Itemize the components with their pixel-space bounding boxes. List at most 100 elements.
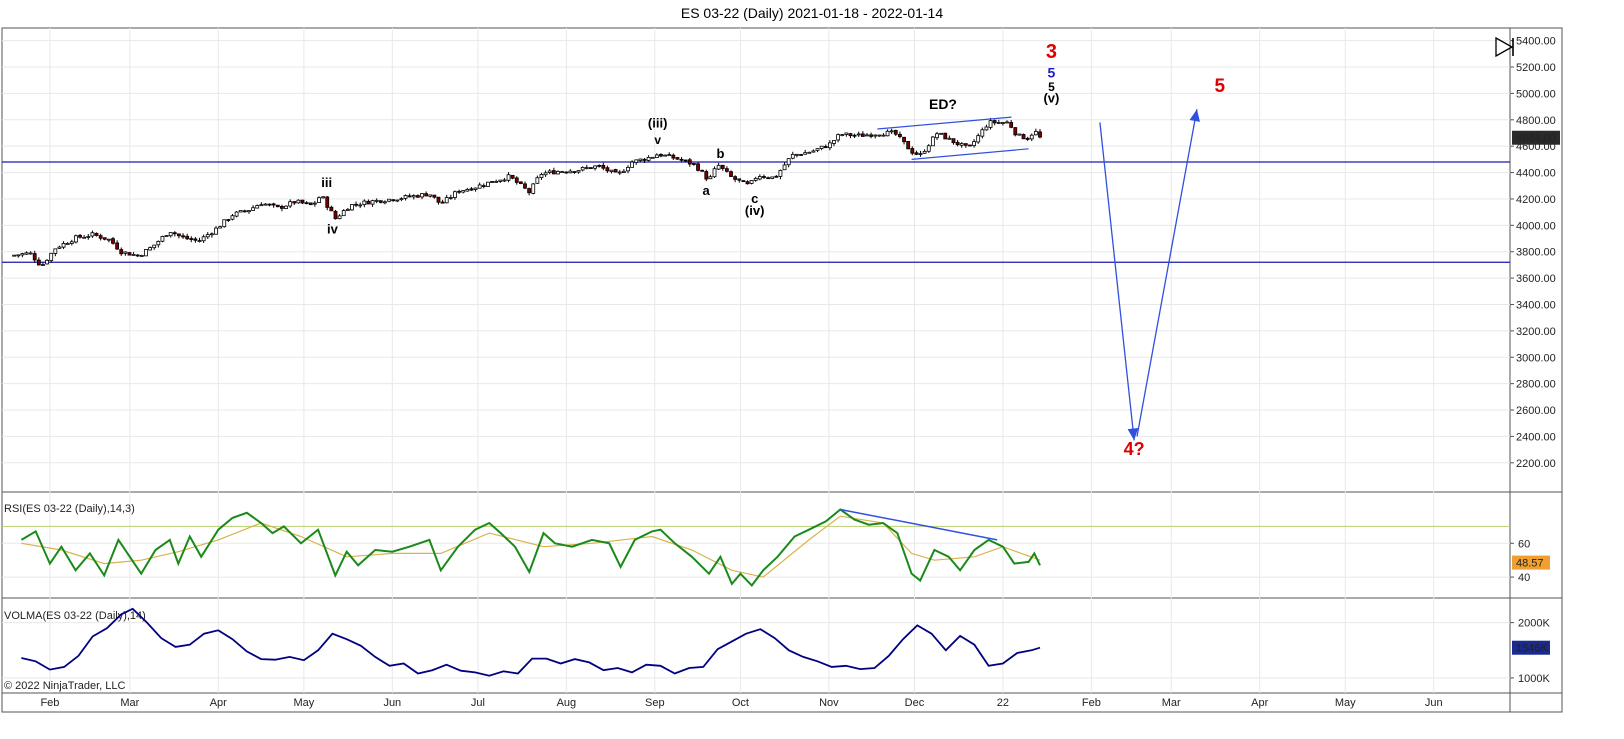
candle-body (201, 236, 206, 242)
price-tick-label: 5400.00 (1516, 36, 1556, 48)
candle-body (568, 170, 573, 174)
candle-body (593, 165, 597, 169)
candle-body (642, 158, 647, 161)
candle-body (436, 196, 441, 203)
candle-body (350, 204, 354, 211)
candle-body (996, 122, 1001, 124)
ending-diagonal-line[interactable] (911, 148, 1029, 160)
price-tick-label: 3800.00 (1516, 247, 1556, 259)
candle-body (560, 171, 564, 173)
candle-body (757, 176, 762, 180)
projection-arrow-line[interactable] (1136, 109, 1198, 437)
candle-body (218, 226, 223, 229)
candle-body (572, 171, 577, 173)
candle-body (700, 169, 705, 172)
candle-body (778, 169, 783, 177)
candle-body (205, 234, 210, 238)
candle-body (856, 133, 861, 136)
price-tick-label: 5200.00 (1516, 62, 1556, 74)
candle-body (304, 202, 309, 205)
candle-body (168, 232, 173, 237)
candle-body (193, 238, 198, 241)
candle-body (172, 232, 177, 235)
price-tick-label: 3400.00 (1516, 299, 1556, 311)
candle-body (601, 164, 606, 169)
copyright-text: © 2022 NinjaTrader, LLC (4, 680, 125, 692)
last-price-box (1512, 130, 1560, 145)
candle-body (968, 144, 972, 147)
candle-body (753, 177, 758, 181)
candle-body (720, 164, 725, 169)
candle-body (461, 190, 466, 193)
candle-body (115, 242, 120, 250)
x-tick-label: Mar (1162, 697, 1181, 709)
rsi-divergence-line[interactable] (840, 508, 998, 541)
candle-body (795, 153, 799, 156)
candle-body (737, 178, 742, 181)
candle-body (518, 181, 523, 184)
candle-body (387, 198, 391, 202)
candle-body (877, 134, 882, 137)
rsi-tick-label: 60 (1518, 538, 1530, 550)
candle-body (885, 130, 890, 137)
candle-body (242, 210, 247, 213)
candle-body (774, 175, 779, 178)
candle-body (514, 177, 519, 183)
candle-body (881, 134, 886, 137)
candle-body (535, 177, 540, 184)
candle-body (267, 203, 272, 206)
price-tick-label: 2800.00 (1516, 379, 1556, 391)
candle-body (951, 138, 956, 144)
wave-label: c (751, 191, 758, 206)
projection-arrow-line[interactable] (1099, 122, 1135, 441)
candle-body (696, 163, 700, 171)
panel-collapse-icon[interactable] (1495, 36, 1514, 58)
price-tick-label: 2200.00 (1516, 458, 1556, 470)
wave-label: 5 (1048, 65, 1056, 81)
candle-body (906, 140, 911, 150)
candle-body (432, 194, 437, 198)
price-tick-label: 4800.00 (1516, 115, 1556, 127)
candle-body (378, 200, 383, 203)
candle-body (893, 129, 898, 135)
candle-body (444, 197, 449, 204)
candle-body (271, 203, 276, 206)
x-tick-label: Jul (471, 697, 485, 709)
candle-body (762, 176, 766, 178)
candle-body (53, 248, 58, 254)
wave-label: (iii) (648, 116, 668, 131)
projection-arrow-head (1127, 428, 1139, 441)
volma-line[interactable] (21, 607, 1041, 677)
candle-body (448, 197, 453, 199)
candle-body (296, 199, 301, 204)
candle-body (177, 233, 181, 237)
ending-diagonal-line[interactable] (877, 116, 1012, 130)
x-tick-label: Aug (557, 697, 577, 709)
candle-body (605, 167, 610, 172)
candle-body (321, 196, 326, 199)
price-tick-label: 4400.00 (1516, 168, 1556, 180)
candle-body (135, 254, 140, 257)
candle-body (1013, 127, 1018, 136)
candle-body (391, 199, 396, 202)
x-tick-label: Apr (1251, 697, 1268, 709)
candle-body (531, 183, 536, 194)
candle-body (790, 154, 795, 159)
candle-body (576, 170, 581, 173)
last-price-label: 4664.00 (1516, 133, 1556, 145)
x-tick-label: Oct (732, 697, 749, 709)
candle-body (486, 181, 490, 187)
candle-body (329, 206, 334, 212)
candle-body (362, 200, 367, 205)
candle-body (465, 189, 470, 192)
candle-body (144, 249, 148, 257)
candle-body (102, 237, 107, 240)
x-tick-label: Mar (120, 697, 139, 709)
wave-label: iv (327, 221, 339, 236)
candle-body (543, 172, 548, 176)
rsi-line[interactable] (20, 508, 1041, 588)
candle-body (197, 240, 202, 242)
candle-body (424, 193, 429, 197)
candle-body (28, 252, 33, 255)
